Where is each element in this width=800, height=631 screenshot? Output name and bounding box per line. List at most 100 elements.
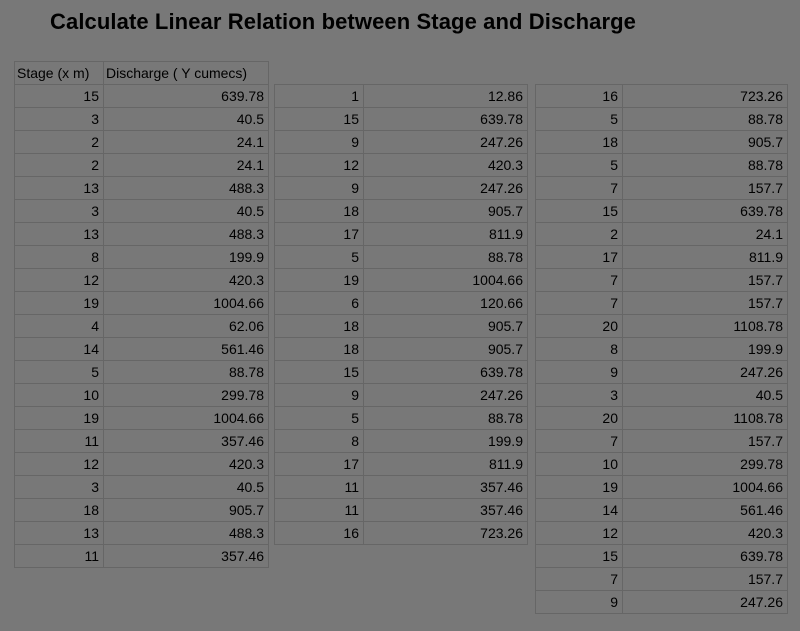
table-row: 5 88.78 — [535, 107, 788, 131]
table-row: 15 639.78 — [274, 107, 528, 131]
table-row: 9 247.26 — [274, 383, 528, 407]
stage-cell: 17 — [274, 452, 364, 476]
table-row: 20 1108.78 — [535, 406, 788, 430]
table-row: 14 561.46 — [14, 337, 269, 361]
stage-cell: 11 — [14, 429, 104, 453]
table-row: 7 157.7 — [535, 268, 788, 292]
stage-cell: 18 — [14, 498, 104, 522]
stage-discharge-table-3: 16 723.26 5 88.78 18 905.7 5 88.78 7 157.7 15 639.7… — [535, 84, 788, 614]
stage-cell: 19 — [14, 406, 104, 430]
discharge-cell: 488.3 — [103, 521, 269, 545]
table-row: 13 488.3 — [14, 222, 269, 246]
stage-cell: 11 — [14, 544, 104, 568]
table-row: 4 62.06 — [14, 314, 269, 338]
table-row: 2 24.1 — [14, 153, 269, 177]
table-row: 16 723.26 — [274, 521, 528, 545]
discharge-cell: 40.5 — [622, 383, 788, 407]
discharge-cell: 62.06 — [103, 314, 269, 338]
stage-cell: 20 — [535, 314, 623, 338]
discharge-cell: 40.5 — [103, 107, 269, 131]
stage-cell: 6 — [274, 291, 364, 315]
discharge-cell: 247.26 — [622, 360, 788, 384]
table-row: 19 1004.66 — [14, 406, 269, 430]
table-row: 2 24.1 — [535, 222, 788, 246]
table-row: 19 1004.66 — [274, 268, 528, 292]
stage-cell: 2 — [535, 222, 623, 246]
table-row: 18 905.7 — [14, 498, 269, 522]
table-row: 13 488.3 — [14, 521, 269, 545]
discharge-cell: 12.86 — [363, 84, 528, 108]
stage-cell: 12 — [14, 452, 104, 476]
stage-discharge-table-1: Stage (x m) Discharge ( Y cumecs) 15 639.… — [14, 61, 269, 568]
stage-cell: 15 — [274, 107, 364, 131]
stage-cell: 7 — [535, 268, 623, 292]
discharge-cell: 199.9 — [103, 245, 269, 269]
table-row: 9 247.26 — [535, 360, 788, 384]
table-row: 14 561.46 — [535, 498, 788, 522]
table-row: 10 299.78 — [14, 383, 269, 407]
discharge-cell: 905.7 — [363, 199, 528, 223]
table-row: 15 639.78 — [535, 199, 788, 223]
table-row: 15 639.78 — [274, 360, 528, 384]
stage-cell: 3 — [535, 383, 623, 407]
table-row: 17 811.9 — [274, 222, 528, 246]
stage-cell: 9 — [274, 176, 364, 200]
discharge-cell: 1004.66 — [622, 475, 788, 499]
stage-cell: 12 — [14, 268, 104, 292]
discharge-cell: 561.46 — [103, 337, 269, 361]
discharge-cell: 905.7 — [363, 337, 528, 361]
table-row: 8 199.9 — [274, 429, 528, 453]
stage-cell: 19 — [274, 268, 364, 292]
discharge-cell: 120.66 — [363, 291, 528, 315]
table-header-row: Stage (x m) Discharge ( Y cumecs) — [14, 61, 269, 85]
stage-cell: 3 — [14, 107, 104, 131]
discharge-cell: 488.3 — [103, 176, 269, 200]
discharge-cell: 88.78 — [622, 153, 788, 177]
discharge-cell: 199.9 — [363, 429, 528, 453]
stage-cell: 8 — [535, 337, 623, 361]
stage-cell: 9 — [535, 590, 623, 614]
discharge-cell: 639.78 — [363, 360, 528, 384]
table-row: 9 247.26 — [535, 590, 788, 614]
discharge-cell: 247.26 — [363, 383, 528, 407]
table-row: 12 420.3 — [14, 268, 269, 292]
discharge-cell: 157.7 — [622, 176, 788, 200]
stage-cell: 16 — [535, 84, 623, 108]
discharge-cell: 88.78 — [103, 360, 269, 384]
stage-cell: 13 — [14, 222, 104, 246]
stage-cell: 14 — [14, 337, 104, 361]
discharge-cell: 157.7 — [622, 429, 788, 453]
discharge-cell: 357.46 — [103, 429, 269, 453]
discharge-cell: 723.26 — [622, 84, 788, 108]
table-row: 11 357.46 — [274, 498, 528, 522]
stage-discharge-table-2: 1 12.86 15 639.78 9 247.26 12 420.3 9 247.26 18 905… — [274, 84, 528, 545]
discharge-cell: 1004.66 — [103, 291, 269, 315]
stage-cell: 15 — [535, 544, 623, 568]
table-row: 12 420.3 — [274, 153, 528, 177]
table-row: 18 905.7 — [535, 130, 788, 154]
discharge-cell: 639.78 — [103, 84, 269, 108]
stage-cell: 3 — [14, 475, 104, 499]
discharge-cell: 357.46 — [103, 544, 269, 568]
discharge-cell: 639.78 — [622, 544, 788, 568]
stage-cell: 12 — [535, 521, 623, 545]
discharge-cell: 811.9 — [622, 245, 788, 269]
stage-cell: 9 — [274, 130, 364, 154]
stage-cell: 7 — [535, 567, 623, 591]
discharge-cell: 905.7 — [622, 130, 788, 154]
stage-cell: 4 — [14, 314, 104, 338]
stage-cell: 2 — [14, 130, 104, 154]
discharge-cell: 88.78 — [363, 245, 528, 269]
discharge-cell: 88.78 — [622, 107, 788, 131]
table-row: 5 88.78 — [535, 153, 788, 177]
discharge-cell: 357.46 — [363, 475, 528, 499]
table-row: 19 1004.66 — [14, 291, 269, 315]
table-row: 11 357.46 — [274, 475, 528, 499]
discharge-cell: 420.3 — [363, 153, 528, 177]
discharge-cell: 157.7 — [622, 291, 788, 315]
discharge-cell: 299.78 — [622, 452, 788, 476]
stage-cell: 16 — [274, 521, 364, 545]
table-row: 12 420.3 — [535, 521, 788, 545]
stage-cell: 18 — [274, 314, 364, 338]
table-row: 8 199.9 — [14, 245, 269, 269]
